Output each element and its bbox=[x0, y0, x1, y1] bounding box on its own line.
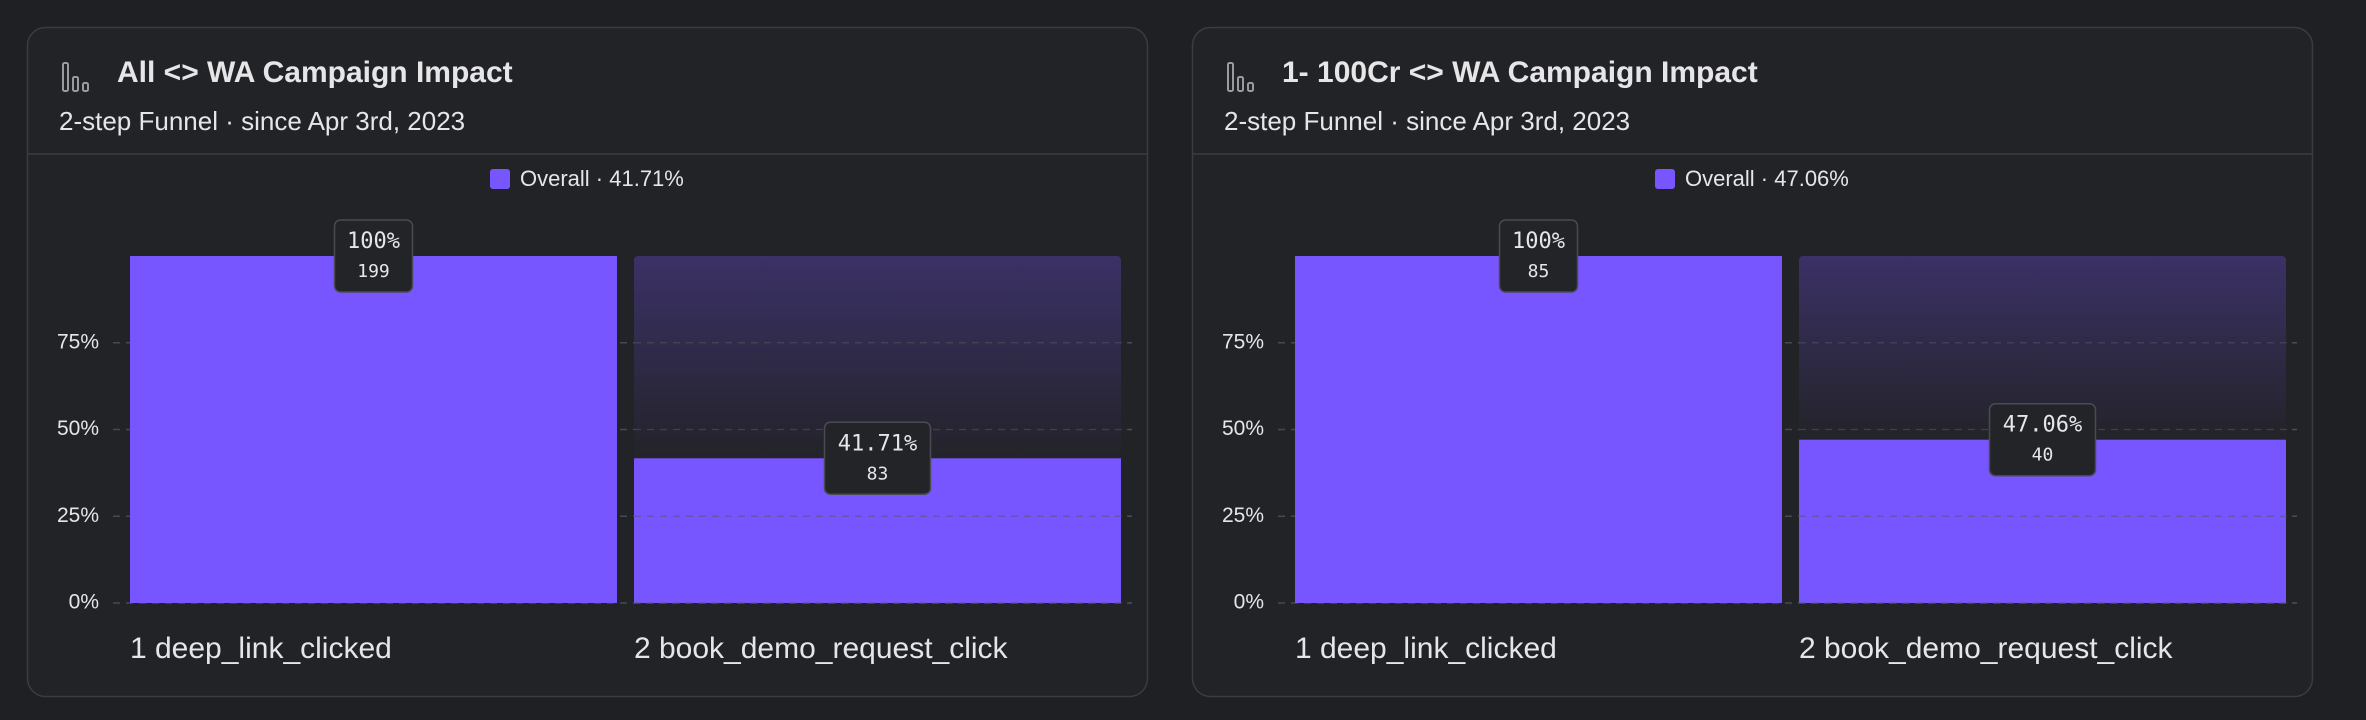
value-label: 47.06% bbox=[2003, 413, 2082, 438]
y-tick-label: 75% bbox=[1222, 330, 1264, 353]
count-label: 85 bbox=[1528, 261, 1550, 282]
count-label: 40 bbox=[2032, 445, 2054, 466]
step-number: 1 bbox=[130, 632, 147, 665]
legend-swatch bbox=[490, 169, 510, 189]
count-label: 83 bbox=[867, 463, 889, 484]
value-label: 100% bbox=[347, 229, 400, 254]
legend-swatch bbox=[1655, 169, 1675, 189]
chart-card: All <> WA Campaign Impact 2-step Funnel ·… bbox=[26, 26, 1149, 698]
value-label: 41.71% bbox=[838, 431, 917, 456]
chart-icon bbox=[1227, 62, 1234, 92]
step-number: 2 bbox=[1799, 632, 1816, 665]
bar bbox=[1295, 256, 1782, 603]
chart-icon bbox=[62, 62, 69, 92]
value-label: 100% bbox=[1512, 229, 1565, 254]
drop-off-area bbox=[634, 256, 1121, 459]
step-number: 1 bbox=[1295, 632, 1312, 665]
chart-icon bbox=[1237, 76, 1244, 92]
chart-subtitle: 2-step Funnel · since Apr 3rd, 2023 bbox=[59, 106, 465, 136]
chart-title: All <> WA Campaign Impact bbox=[117, 56, 513, 89]
chart-icon bbox=[1247, 82, 1254, 92]
legend-label: Overall · 47.06% bbox=[1685, 166, 1849, 191]
bar bbox=[130, 256, 617, 603]
chart-icon bbox=[82, 82, 89, 92]
x-tick-label: book_demo_request_click bbox=[1824, 632, 2174, 665]
y-tick-label: 50% bbox=[1222, 417, 1264, 440]
chart-icon bbox=[72, 76, 79, 92]
value-label-box bbox=[823, 421, 932, 496]
chart-title: 1- 100Cr <> WA Campaign Impact bbox=[1282, 56, 1758, 89]
y-tick-label: 50% bbox=[57, 417, 99, 440]
y-tick-label: 25% bbox=[1222, 504, 1264, 527]
step-number: 2 bbox=[634, 632, 651, 665]
x-tick-label: deep_link_clicked bbox=[1320, 632, 1557, 665]
y-tick-label: 0% bbox=[1234, 591, 1264, 614]
chart-subtitle: 2-step Funnel · since Apr 3rd, 2023 bbox=[1224, 106, 1630, 136]
y-tick-label: 0% bbox=[69, 591, 99, 614]
drop-off-area bbox=[1799, 256, 2286, 440]
chart-card: 1- 100Cr <> WA Campaign Impact 2-step Fun… bbox=[1191, 26, 2314, 698]
value-label-box bbox=[1498, 219, 1579, 293]
legend-label: Overall · 41.71% bbox=[520, 166, 684, 191]
value-label-box bbox=[333, 219, 414, 293]
y-tick-label: 75% bbox=[57, 330, 99, 353]
legend-item: Overall · 47.06% bbox=[1655, 166, 1849, 191]
value-label-box bbox=[1988, 402, 2097, 477]
x-tick-label: book_demo_request_click bbox=[659, 632, 1009, 665]
x-tick-label: deep_link_clicked bbox=[155, 632, 392, 665]
count-label: 199 bbox=[357, 261, 390, 282]
y-tick-label: 25% bbox=[57, 504, 99, 527]
legend-item: Overall · 41.71% bbox=[490, 166, 684, 191]
